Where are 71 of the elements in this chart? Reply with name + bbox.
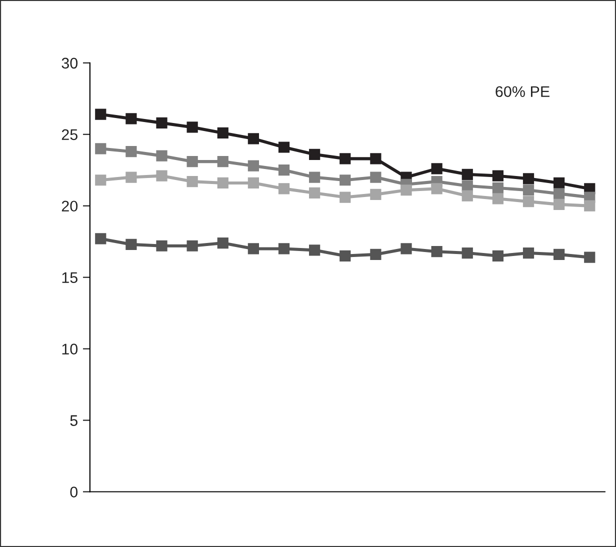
point	[340, 174, 351, 186]
point	[309, 172, 320, 183]
point	[522, 184, 534, 196]
point	[492, 170, 504, 182]
point	[431, 163, 442, 174]
point	[156, 150, 168, 162]
annotation: 60% PE	[496, 86, 550, 98]
point	[278, 243, 290, 254]
point	[584, 252, 596, 263]
point	[309, 148, 320, 160]
point	[584, 200, 596, 212]
point	[370, 153, 382, 164]
point	[554, 248, 565, 260]
point	[217, 156, 228, 168]
point	[554, 198, 565, 210]
point	[462, 180, 473, 192]
point	[278, 142, 290, 153]
point	[370, 188, 382, 200]
point	[431, 246, 442, 258]
point	[400, 184, 412, 196]
y-tick-label: 5	[70, 415, 78, 426]
point	[278, 183, 290, 194]
point	[340, 192, 351, 203]
point	[126, 113, 137, 124]
point	[309, 244, 320, 256]
point	[95, 233, 106, 244]
point	[156, 117, 168, 128]
point	[186, 122, 198, 133]
y-tick-label: 25	[62, 129, 78, 140]
point	[126, 146, 137, 158]
point	[186, 156, 198, 168]
point	[370, 248, 382, 260]
point	[217, 177, 228, 189]
point	[400, 243, 412, 254]
point	[492, 182, 504, 194]
point	[126, 238, 137, 250]
y-tick-label: 15	[62, 272, 78, 284]
point	[156, 240, 168, 252]
point	[370, 172, 382, 183]
y-tick-label: 20	[62, 200, 78, 212]
point	[248, 243, 259, 254]
point	[186, 240, 198, 252]
y-tick-label: 30	[62, 58, 78, 69]
point	[522, 247, 534, 259]
y-tick-label: 10	[62, 344, 78, 354]
point	[462, 190, 473, 202]
point	[248, 160, 259, 172]
point	[492, 250, 504, 262]
point	[95, 174, 106, 186]
point	[340, 153, 351, 164]
point	[554, 188, 565, 200]
point	[462, 168, 473, 180]
point	[554, 177, 565, 189]
point	[522, 196, 534, 208]
point	[462, 247, 473, 259]
point	[340, 250, 351, 262]
point	[431, 183, 442, 194]
point	[278, 164, 290, 176]
point	[95, 143, 106, 154]
point	[217, 237, 228, 249]
point	[248, 177, 259, 189]
point	[156, 170, 168, 182]
point	[186, 176, 198, 188]
point	[95, 108, 106, 120]
point	[248, 133, 259, 144]
point	[492, 193, 504, 204]
point	[126, 172, 137, 183]
y-tick-label: 0	[70, 486, 78, 498]
point	[217, 127, 228, 139]
point	[522, 173, 534, 184]
point	[309, 187, 320, 199]
